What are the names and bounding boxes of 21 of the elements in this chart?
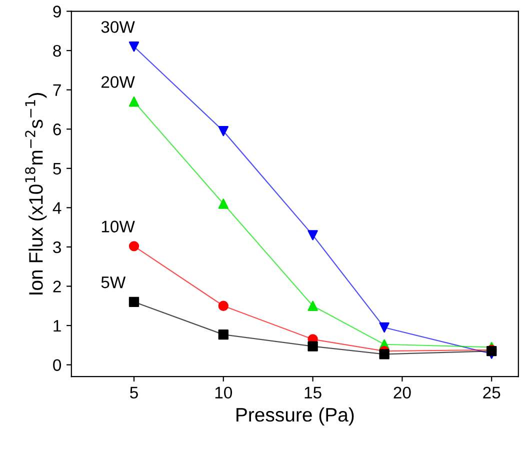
y-tick-label: 2 [53, 280, 61, 292]
x-tick-label: 25 [483, 386, 500, 399]
y-tick-label: 1 [54, 320, 61, 332]
y-tick-label: 8 [53, 44, 61, 57]
x-tick-label: 20 [394, 386, 411, 399]
y-tick-label: 4 [52, 202, 62, 214]
series-label: 5W [101, 276, 126, 288]
y-tick-label: 5 [53, 162, 61, 175]
series-label: 20W [102, 76, 135, 88]
y-tick-label: 0 [53, 359, 62, 372]
y-tick-label: 6 [53, 124, 61, 136]
series-label: 30W [101, 21, 135, 33]
x-tick-label: 5 [130, 386, 138, 399]
y-tick-label: 9 [53, 6, 61, 18]
y-tick-label: 3 [53, 241, 61, 254]
series-label: 10W [102, 220, 135, 232]
x-tick-label: 15 [304, 386, 322, 399]
x-axis-title: Pressure (Pa) [236, 407, 354, 426]
y-axis-title: Ion Flux (x10$^{18}$m$^{−2}$s$^{−1}$) [25, 93, 47, 294]
x-tick-label: 10 [215, 386, 232, 399]
y-tick-label: 7 [53, 84, 61, 96]
